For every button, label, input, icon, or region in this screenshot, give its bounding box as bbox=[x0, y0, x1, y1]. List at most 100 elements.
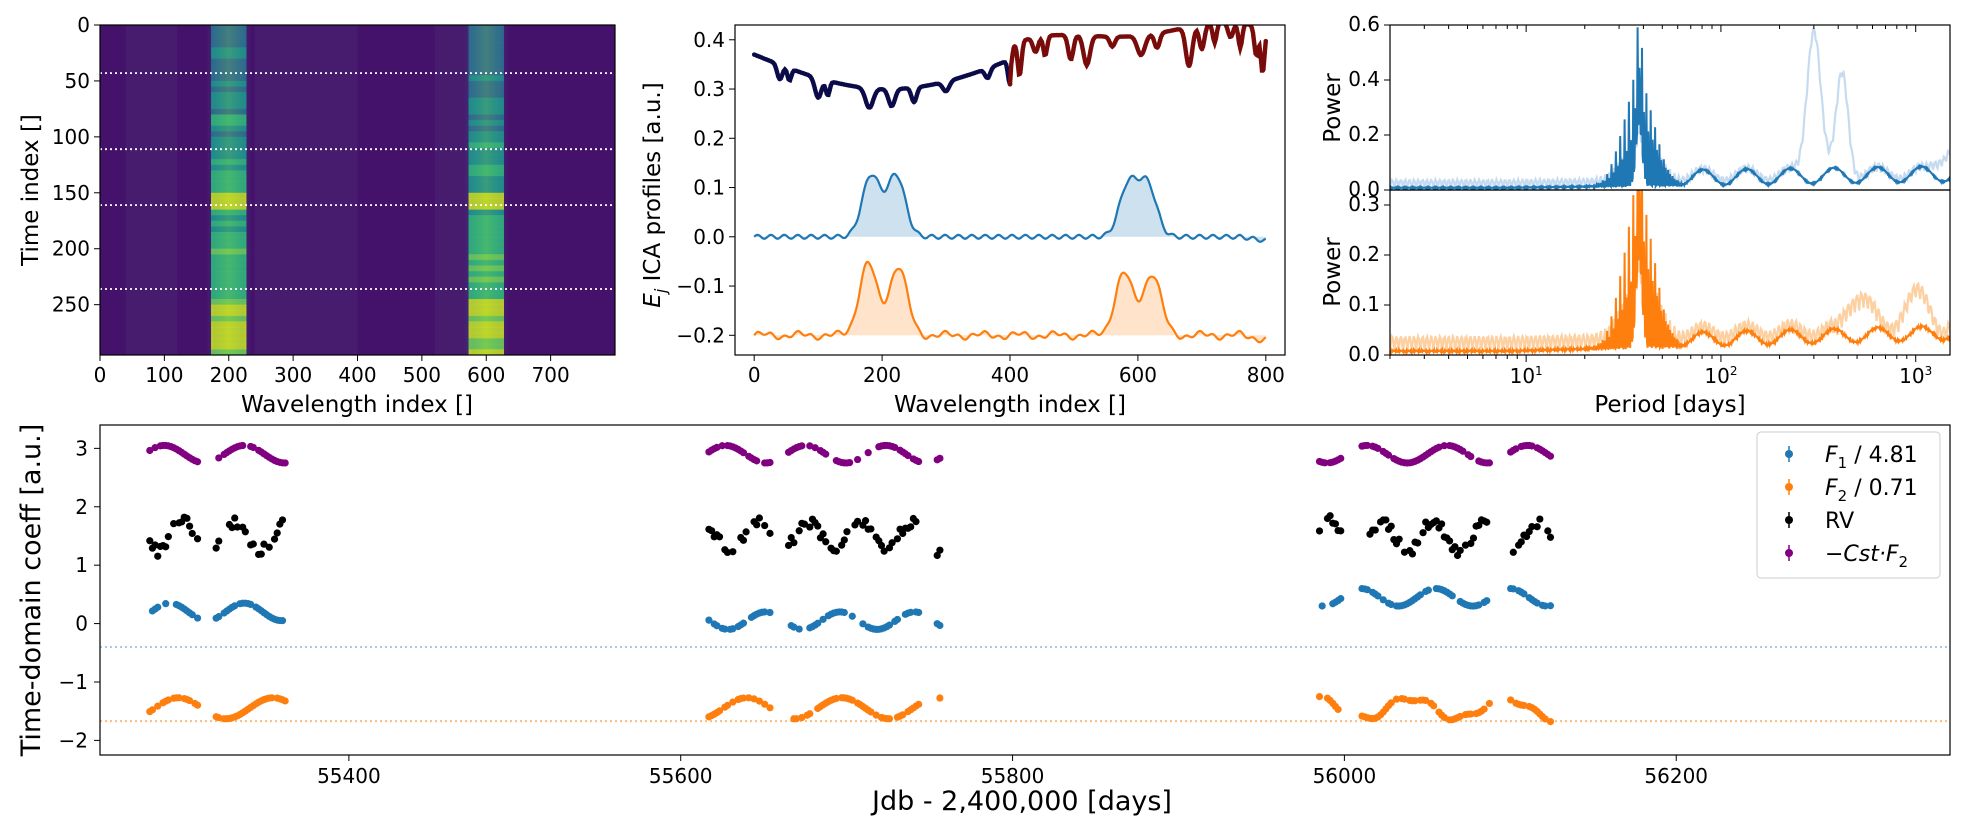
legend-label-sub: 2 bbox=[1838, 487, 1848, 505]
f2-profile-line bbox=[753, 260, 1267, 344]
time-xtick-label: 55400 bbox=[317, 764, 381, 788]
heatmap-column bbox=[512, 25, 538, 355]
data-point bbox=[853, 455, 862, 464]
data-point bbox=[893, 535, 902, 543]
data-point bbox=[819, 530, 827, 538]
data-point bbox=[766, 458, 774, 467]
data-point bbox=[1371, 526, 1379, 534]
panel-heatmap: 0 100 200 300 400 500 600 700 0 50 100 150 200 250 W… bbox=[18, 13, 616, 418]
legend-label: −Cst·F2 bbox=[1825, 542, 1908, 571]
time-xtick-label: 56000 bbox=[1313, 764, 1377, 788]
data-point bbox=[859, 620, 867, 628]
periodogram-bottom-frame bbox=[1389, 189, 1951, 356]
legend-marker bbox=[1785, 483, 1793, 491]
ica-ytick-label: 0.1 bbox=[693, 176, 725, 200]
ica-ylabel-sub: j bbox=[651, 288, 670, 295]
data-point bbox=[936, 621, 944, 630]
data-point bbox=[278, 516, 287, 524]
data-point bbox=[1337, 595, 1345, 603]
data-point bbox=[1318, 602, 1326, 610]
data-point bbox=[753, 521, 761, 529]
ica-xlabel: Wavelength index [] bbox=[894, 392, 1126, 418]
heatmap-column bbox=[357, 25, 384, 355]
data-point bbox=[231, 514, 239, 522]
data-point bbox=[1411, 697, 1419, 705]
data-point bbox=[1507, 696, 1515, 704]
data-point bbox=[761, 521, 769, 530]
data-point bbox=[848, 612, 856, 620]
mean-spectrum-right bbox=[1007, 25, 1269, 87]
top-power-ytick-label: 0.4 bbox=[1348, 67, 1380, 91]
data-point bbox=[1321, 459, 1329, 467]
data-point bbox=[1440, 442, 1448, 450]
heatmap-band-glow bbox=[205, 25, 253, 355]
data-point bbox=[146, 537, 154, 545]
data-point bbox=[1546, 717, 1555, 726]
data-point bbox=[1544, 527, 1552, 535]
data-point bbox=[814, 619, 822, 627]
data-point bbox=[1541, 715, 1549, 723]
timeseries-frame bbox=[99, 424, 1951, 756]
heatmap-column bbox=[409, 25, 435, 355]
legend-label-rest: / 0.71 bbox=[1847, 476, 1917, 501]
data-point bbox=[278, 617, 287, 625]
data-point bbox=[893, 615, 902, 624]
bottom-periodogram-light bbox=[1390, 190, 1950, 354]
data-point bbox=[1438, 520, 1446, 528]
data-point bbox=[1315, 527, 1324, 535]
data-point bbox=[1483, 518, 1491, 526]
ica-ylabel: Ej ICA profiles [a.u.] bbox=[640, 82, 670, 307]
data-point bbox=[1467, 539, 1475, 548]
data-point bbox=[867, 525, 875, 533]
data-point bbox=[915, 700, 923, 708]
data-point bbox=[233, 523, 241, 531]
data-point bbox=[1414, 539, 1422, 547]
data-point bbox=[1374, 592, 1382, 600]
heatmap-xtick-label: 500 bbox=[403, 363, 441, 387]
data-point bbox=[1382, 516, 1390, 524]
data-point bbox=[936, 546, 944, 554]
heatmap-image bbox=[100, 25, 615, 356]
heatmap-column bbox=[151, 25, 178, 355]
legend-marker bbox=[1785, 516, 1793, 524]
data-point bbox=[819, 615, 827, 623]
data-point bbox=[1520, 590, 1528, 598]
time-xtick-label: 55800 bbox=[981, 764, 1045, 788]
data-point bbox=[1475, 521, 1483, 529]
data-point bbox=[228, 523, 236, 532]
data-point bbox=[907, 608, 915, 616]
ica-ytick-label: 0.3 bbox=[693, 77, 725, 101]
period-xtick-label: 103 bbox=[1899, 364, 1932, 388]
data-point bbox=[1334, 705, 1342, 714]
data-point bbox=[1509, 548, 1517, 556]
data-point bbox=[766, 529, 774, 537]
data-point bbox=[1424, 586, 1432, 594]
data-point bbox=[707, 527, 716, 535]
heatmap-column bbox=[383, 25, 409, 355]
data-point bbox=[1422, 696, 1430, 705]
heatmap-xtick-label: 400 bbox=[338, 363, 376, 387]
data-point bbox=[723, 701, 732, 709]
period-xtick-exponent: 3 bbox=[1925, 364, 1933, 378]
data-point bbox=[1483, 597, 1491, 605]
f1-profile-line bbox=[753, 172, 1267, 243]
data-point bbox=[270, 535, 279, 543]
legend-marker bbox=[1785, 450, 1793, 458]
data-point bbox=[175, 694, 183, 702]
data-point bbox=[721, 625, 729, 633]
ica-xtick-label: 600 bbox=[1119, 363, 1157, 387]
data-point bbox=[1536, 515, 1544, 523]
data-point bbox=[1416, 591, 1424, 599]
periodogram-top-frame bbox=[1389, 24, 1951, 191]
data-point bbox=[766, 704, 774, 712]
ica-xtick-label: 400 bbox=[991, 363, 1029, 387]
data-point bbox=[215, 613, 223, 621]
data-point bbox=[1331, 520, 1340, 528]
panel-ica-profiles: 0 200 400 600 800 0.4 0.3 0.2 0.1 0.0 −0.1 −0.2 Wa… bbox=[640, 24, 1286, 418]
ica-ytick-label: 0.2 bbox=[693, 126, 725, 150]
data-point bbox=[1384, 451, 1393, 459]
data-point bbox=[798, 442, 806, 450]
bottom-power-ytick-label: 0.3 bbox=[1348, 192, 1380, 216]
